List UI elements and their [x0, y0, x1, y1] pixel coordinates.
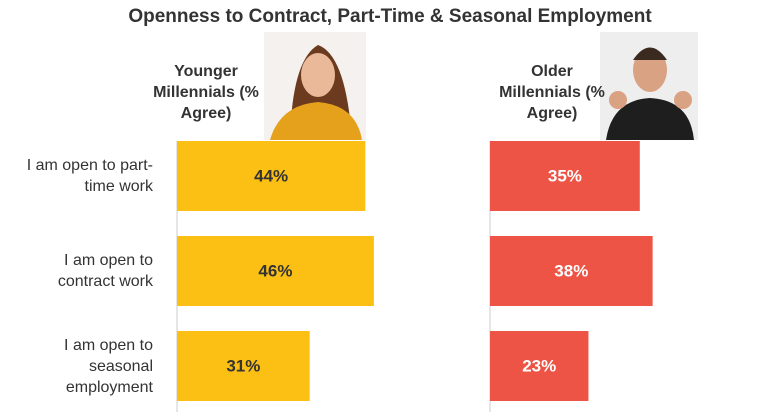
bar — [490, 331, 589, 401]
series-header: Older Millennials (% Agree) — [499, 63, 605, 122]
young-portrait — [264, 32, 366, 140]
bar — [177, 141, 366, 211]
value-label: 38% — [554, 261, 588, 280]
category-label: I am open to part-time work — [26, 157, 153, 195]
older-portrait — [600, 32, 698, 140]
bar — [177, 236, 374, 306]
bar — [177, 331, 310, 401]
value-label: 31% — [226, 356, 260, 375]
category-label: I am open to contract work — [57, 252, 153, 290]
series-header: Younger Millennials (% Agree) — [153, 63, 259, 122]
value-label: 46% — [258, 261, 292, 280]
value-label: 44% — [254, 166, 288, 185]
category-label: I am open to seasonal employment — [64, 336, 153, 396]
value-label: 35% — [548, 166, 582, 185]
value-label: 23% — [522, 356, 556, 375]
chart-title: Openness to Contract, Part-Time & Season… — [128, 6, 652, 27]
bar — [490, 236, 653, 306]
bar — [490, 141, 640, 211]
